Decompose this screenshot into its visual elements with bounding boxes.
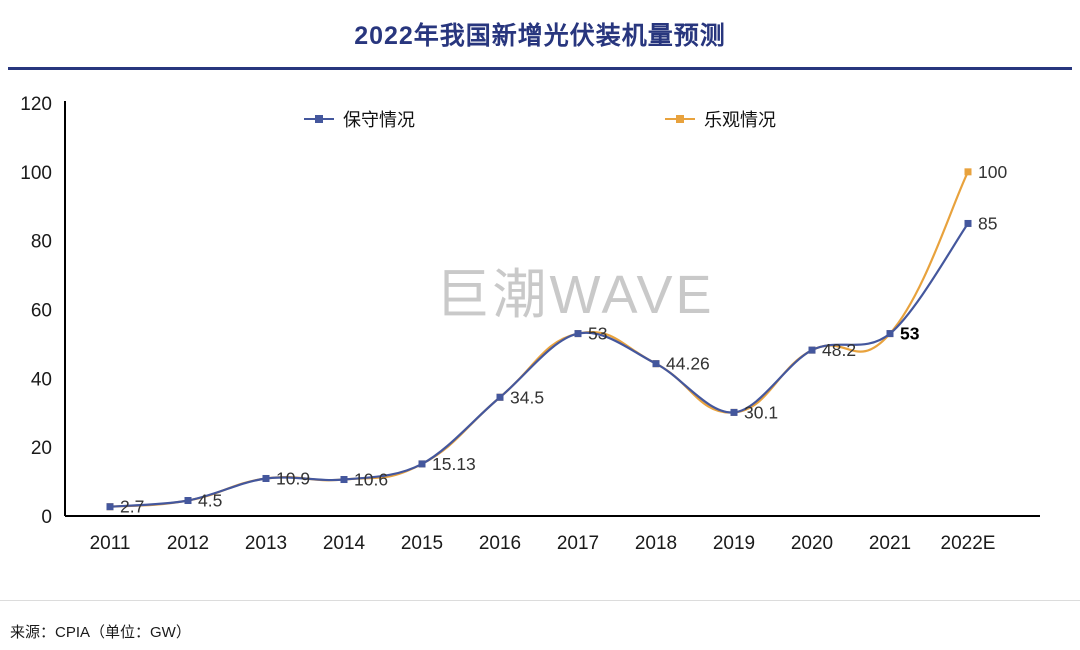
x-tick-label: 2014 bbox=[323, 533, 366, 554]
page-title: 2022年我国新增光伏装机量预测 bbox=[354, 22, 726, 50]
data-point-marker-conservative bbox=[496, 393, 504, 401]
data-point-marker-conservative bbox=[340, 476, 348, 484]
data-point-marker-conservative bbox=[730, 408, 738, 416]
legend-label-conservative: 保守情况 bbox=[343, 110, 415, 130]
y-tick-label: 80 bbox=[31, 232, 52, 253]
data-point-marker-conservative bbox=[106, 503, 114, 511]
data-label: 15.13 bbox=[432, 454, 476, 474]
data-label: 53 bbox=[900, 324, 920, 344]
y-tick-label: 60 bbox=[31, 301, 52, 322]
legend: 保守情况 乐观情况 bbox=[0, 106, 1080, 132]
x-tick-label: 2011 bbox=[90, 533, 131, 554]
x-tick-label: 2021 bbox=[869, 533, 911, 554]
x-tick-label: 2015 bbox=[401, 533, 443, 554]
y-tick-label: 100 bbox=[20, 163, 52, 184]
chart-canvas: 0 20 40 60 80 100 120 2011 2012 2013 2014 2015 2016 2… bbox=[20, 94, 1040, 554]
series-line-conservative bbox=[109, 222, 969, 508]
x-tick-label: 2013 bbox=[245, 533, 287, 554]
data-label: 44.26 bbox=[666, 354, 710, 374]
x-tick-label: 2020 bbox=[791, 533, 833, 554]
y-tick-label: 120 bbox=[20, 94, 52, 115]
data-label: 2.7 bbox=[120, 497, 144, 517]
data-label: 10.9 bbox=[276, 468, 310, 488]
data-label: 10.6 bbox=[354, 470, 388, 490]
legend-label-optimistic: 乐观情况 bbox=[704, 110, 776, 130]
data-label: 34.5 bbox=[510, 387, 544, 407]
source-note: 来源：CPIA（单位：GW） bbox=[10, 624, 191, 641]
data-label: 4.5 bbox=[198, 491, 222, 511]
optimistic-series-marker-icon bbox=[665, 114, 695, 124]
data-point-marker-conservative bbox=[574, 330, 582, 338]
x-tick-label: 2019 bbox=[713, 533, 755, 554]
data-point-marker-conservative bbox=[886, 330, 894, 338]
title-divider bbox=[8, 67, 1072, 70]
data-label: 30.1 bbox=[744, 402, 778, 422]
data-label: 100 bbox=[978, 162, 1007, 182]
x-tick-label: 2016 bbox=[479, 533, 521, 554]
data-point-marker-conservative bbox=[184, 497, 192, 505]
data-point-marker-conservative bbox=[808, 346, 816, 354]
legend-item-optimistic: 乐观情况 bbox=[665, 106, 776, 132]
data-label: 53 bbox=[588, 324, 607, 344]
conservative-series-marker-icon bbox=[304, 114, 334, 124]
data-label: 48.2 bbox=[822, 340, 856, 360]
data-point-marker-conservative bbox=[262, 474, 270, 482]
x-tick-label: 2012 bbox=[167, 533, 209, 554]
data-point-marker-optimistic bbox=[964, 168, 972, 176]
data-label: 85 bbox=[978, 213, 997, 233]
y-tick-label: 0 bbox=[41, 507, 52, 528]
x-tick-label: 2018 bbox=[635, 533, 677, 554]
data-point-marker-conservative bbox=[652, 360, 660, 368]
y-tick-label: 20 bbox=[31, 438, 52, 459]
data-point-marker-conservative bbox=[964, 219, 972, 227]
data-point-marker-conservative bbox=[418, 460, 426, 468]
legend-item-conservative: 保守情况 bbox=[304, 106, 415, 132]
y-tick-label: 40 bbox=[31, 369, 52, 390]
footer-divider bbox=[0, 600, 1080, 601]
x-tick-label: 2022E bbox=[941, 533, 996, 554]
x-tick-label: 2017 bbox=[557, 533, 599, 554]
